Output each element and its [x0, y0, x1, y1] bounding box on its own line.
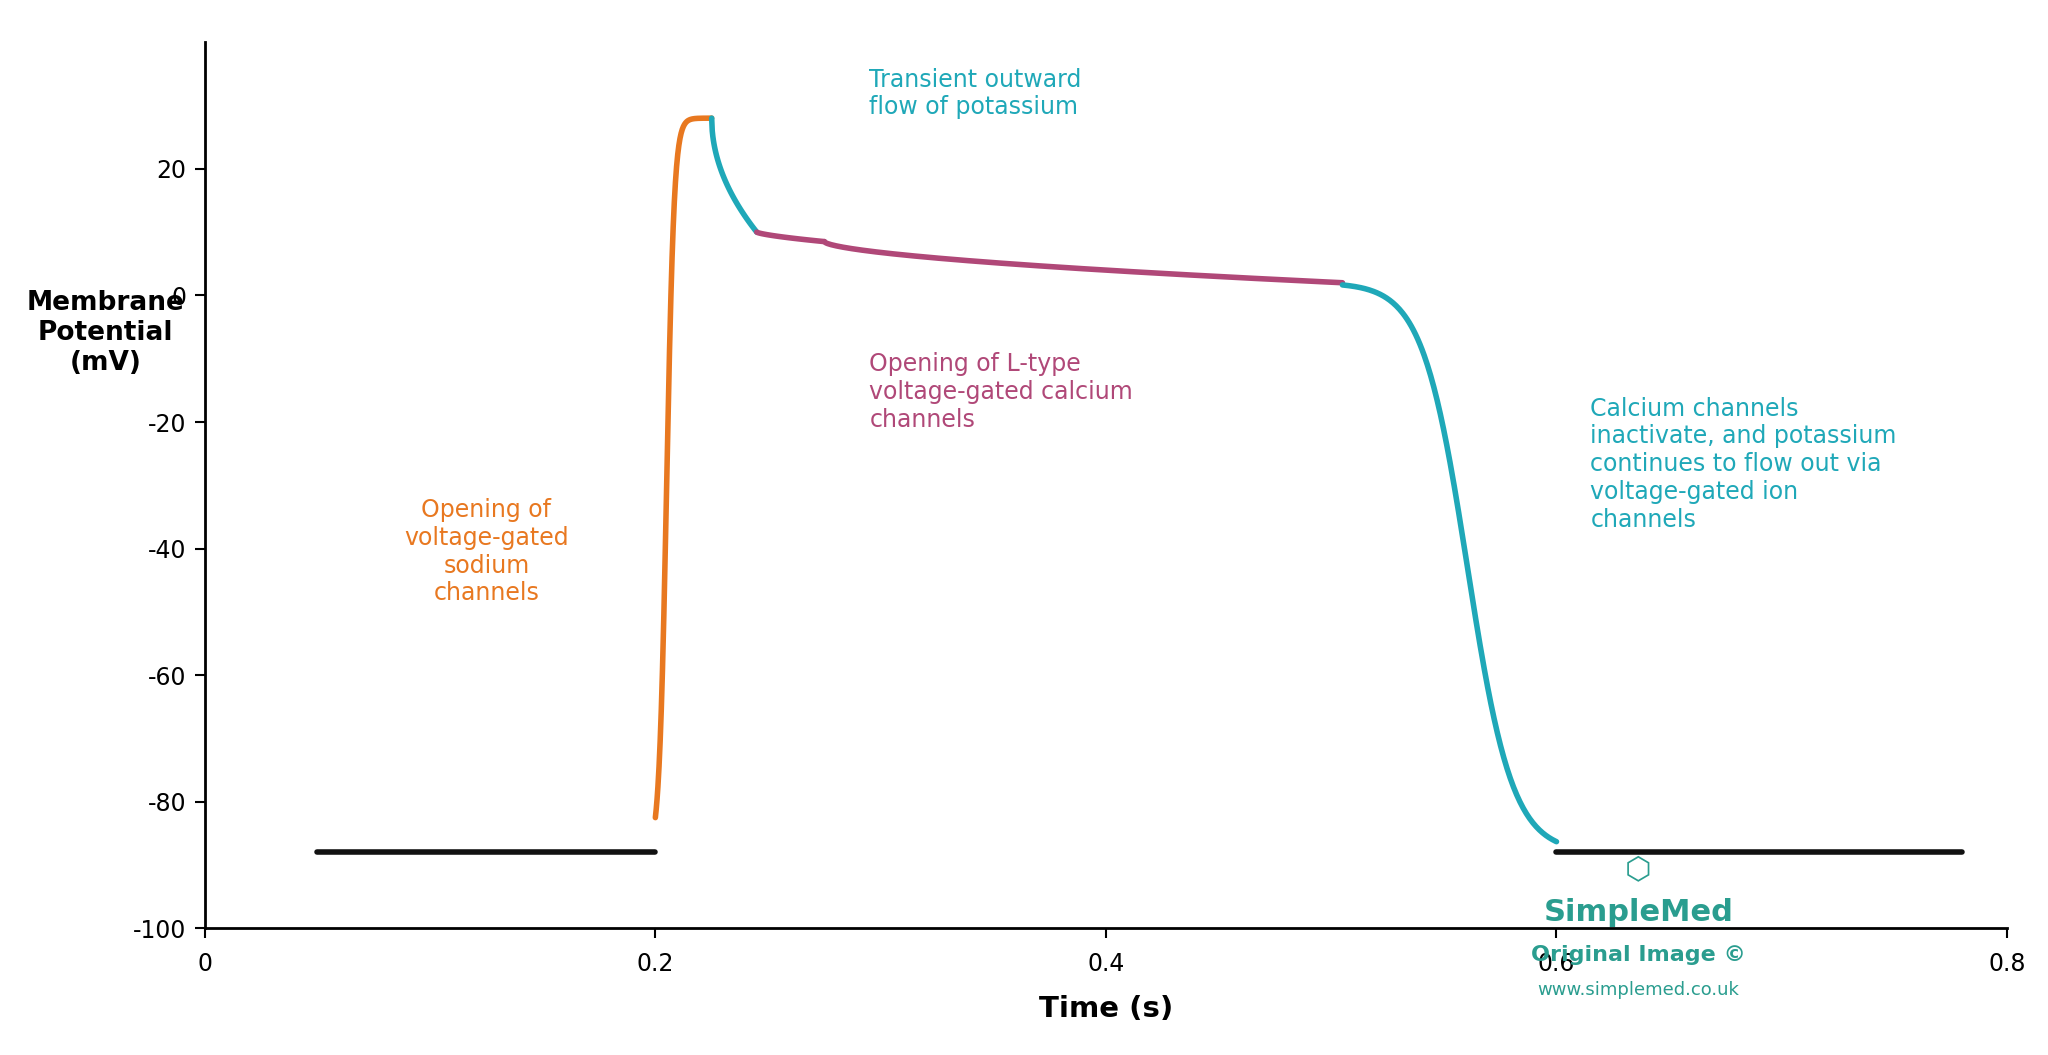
Y-axis label: Membrane
Potential
(mV): Membrane Potential (mV) [27, 290, 184, 377]
Text: Calcium channels
inactivate, and potassium
continues to flow out via
voltage-gat: Calcium channels inactivate, and potassi… [1589, 397, 1896, 532]
X-axis label: Time (s): Time (s) [1038, 996, 1174, 1023]
Text: Original Image ©: Original Image © [1532, 945, 1745, 964]
Text: www.simplemed.co.uk: www.simplemed.co.uk [1538, 980, 1739, 999]
Text: Opening of L-type
voltage-gated calcium
channels: Opening of L-type voltage-gated calcium … [868, 352, 1133, 431]
Text: SimpleMed: SimpleMed [1544, 898, 1733, 927]
Text: Opening of
voltage-gated
sodium
channels: Opening of voltage-gated sodium channels [403, 498, 569, 606]
Text: Transient outward
flow of potassium: Transient outward flow of potassium [868, 68, 1081, 119]
Text: ⬡: ⬡ [1624, 856, 1653, 885]
